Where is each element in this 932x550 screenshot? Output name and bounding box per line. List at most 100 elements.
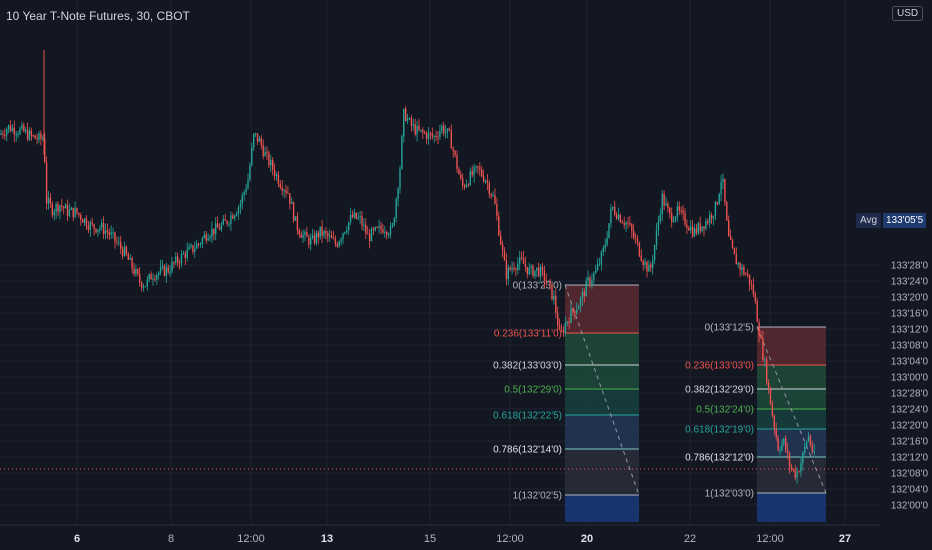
candle-body — [650, 264, 652, 268]
candle-body — [68, 209, 71, 216]
candle-body — [716, 202, 718, 204]
candle-body — [813, 450, 815, 452]
candle-body — [707, 221, 709, 223]
candle-body — [323, 231, 325, 236]
candle-body — [167, 267, 169, 273]
fib-zone — [757, 409, 826, 429]
candle-body — [623, 223, 625, 225]
candle-body — [165, 267, 167, 276]
candle-body — [418, 125, 420, 131]
candle-body — [543, 270, 546, 281]
fib-zone — [565, 333, 639, 365]
candle-body — [661, 193, 663, 215]
candle-body — [665, 203, 667, 206]
candle-body — [678, 206, 680, 211]
candle-body — [104, 230, 107, 234]
candle-body — [101, 222, 103, 228]
candle-body — [270, 159, 272, 166]
candle-body — [272, 159, 274, 170]
candle-body — [431, 133, 433, 137]
candle-body — [583, 292, 585, 297]
candle-body — [538, 267, 540, 277]
candle-body — [154, 278, 156, 280]
candle-body — [699, 223, 701, 232]
candle-body — [367, 233, 369, 235]
candle-body — [467, 184, 470, 186]
candle-body — [659, 214, 661, 222]
candle-body — [253, 133, 255, 148]
candle-body — [74, 207, 76, 218]
candle-body — [690, 226, 692, 231]
candle-body — [460, 174, 462, 179]
candle-body — [55, 203, 57, 212]
fib-level-label: 0.618(132'19'0) — [685, 425, 754, 436]
candle-body — [351, 214, 354, 218]
candle-body — [224, 219, 226, 221]
candle-body — [192, 245, 194, 252]
candle-body — [197, 243, 200, 245]
candle-body — [258, 138, 261, 142]
candle-body — [216, 223, 219, 228]
candle-body — [422, 129, 424, 133]
candle-body — [553, 295, 555, 300]
candle-body — [425, 133, 428, 140]
candle-body — [209, 236, 211, 239]
candle-body — [471, 170, 473, 176]
candle-body — [89, 222, 91, 230]
candle-body — [511, 267, 513, 270]
candle-body — [638, 242, 641, 256]
candle-body — [349, 214, 352, 223]
y-tick-label: 132'04'0 — [891, 485, 929, 496]
candle-body — [0, 133, 2, 135]
candle-body — [532, 265, 534, 277]
candle-body — [507, 267, 509, 279]
candle-body — [748, 274, 751, 285]
candle-body — [596, 264, 599, 271]
candle-body — [382, 229, 384, 233]
candle-body — [585, 280, 587, 297]
candle-body — [353, 212, 356, 218]
candle-body — [610, 208, 612, 224]
candle-body — [482, 176, 485, 182]
candle-body — [781, 443, 783, 451]
candle-body — [108, 232, 110, 235]
candle-body — [758, 321, 760, 337]
candle-body — [454, 150, 456, 156]
candle-body — [492, 195, 494, 197]
candle-body — [99, 227, 101, 230]
candle-body — [93, 224, 95, 229]
candle-body — [275, 174, 278, 176]
candle-body — [64, 204, 67, 209]
candle-body — [226, 220, 228, 224]
currency-badge[interactable]: USD — [892, 6, 924, 21]
candle-body — [714, 202, 717, 217]
candle-body — [505, 260, 508, 279]
candle-body — [614, 206, 616, 215]
candle-body — [405, 108, 407, 121]
candle-body — [796, 471, 798, 478]
candle-body — [171, 262, 173, 272]
candle-body — [313, 235, 316, 243]
candle-body — [359, 216, 361, 218]
candle-body — [6, 129, 8, 136]
candle-body — [805, 441, 808, 447]
candle-body — [443, 125, 445, 134]
candle-body — [433, 135, 435, 137]
candle-body — [241, 195, 243, 204]
candle-body — [139, 273, 141, 283]
candle-body — [762, 338, 764, 360]
fib-level-label: 0.5(132'29'0) — [504, 385, 562, 396]
candle-body — [697, 223, 699, 234]
candle-body — [587, 277, 589, 281]
candle-body — [125, 246, 128, 255]
candle-body — [574, 311, 576, 314]
candle-body — [652, 260, 654, 268]
candle-body — [211, 228, 213, 237]
x-tick-label: 12:00 — [237, 533, 265, 545]
candle-body — [581, 292, 584, 299]
fib-zone — [565, 449, 639, 495]
candle-body — [773, 415, 775, 429]
candle-body — [91, 222, 93, 225]
candle-body — [663, 193, 665, 206]
